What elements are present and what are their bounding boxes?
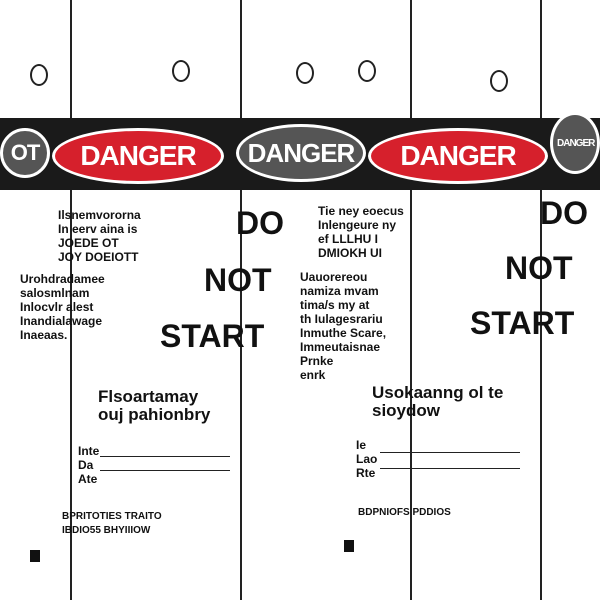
- field-line: [100, 456, 230, 457]
- danger-oval: OT: [0, 128, 50, 178]
- divider: [540, 0, 542, 600]
- field-label: Inte: [78, 444, 100, 458]
- text-line: DMIOKH UI: [318, 246, 382, 260]
- square-mark: [344, 540, 354, 552]
- text-line: Tie ney eoecus: [318, 204, 404, 218]
- danger-oval: DANGER: [550, 112, 600, 174]
- divider: [240, 0, 242, 600]
- not-text: NOT: [204, 262, 272, 298]
- do-text: DO: [540, 195, 588, 231]
- text-line: Immeutaisnae: [300, 340, 381, 354]
- danger-oval: DANGER: [236, 124, 366, 182]
- text-line: Inaeaas.: [20, 328, 68, 342]
- text-line: Inlocvlr alest: [20, 300, 94, 314]
- hole: [490, 70, 508, 92]
- do-text: DO: [236, 205, 284, 241]
- danger-oval: DANGER: [52, 128, 224, 184]
- field-label: Ie: [356, 438, 367, 452]
- text-line: Inmuthe Scare,: [300, 326, 387, 340]
- text-line: tima/s my at: [300, 298, 370, 312]
- field-line: [100, 470, 230, 471]
- text-line: enrk: [300, 368, 326, 382]
- field-line: [380, 468, 520, 469]
- field-label: Lao: [356, 452, 378, 466]
- text-line: BPRITOTIES TRAITO: [62, 511, 162, 522]
- field-label: Rte: [356, 466, 376, 480]
- not-text: NOT: [505, 250, 573, 286]
- text-line: namiza mvam: [300, 284, 379, 298]
- tag-footer: BPRITOTIES TRAITO IBDIO55 BHYIIIOW: [62, 510, 162, 538]
- text-line: IBDIO55 BHYIIIOW: [62, 525, 151, 536]
- tag-caption: Flsoartamay ouj pahionbry: [98, 387, 211, 424]
- field-line: [380, 452, 520, 453]
- field-label: Ate: [78, 472, 98, 486]
- tag-text: Uauorereou namiza mvam tima/s my at th I…: [300, 270, 386, 382]
- tag-footer: BDPNIOFS PDDIOS: [358, 506, 451, 520]
- text-line: JOEDE OT: [58, 236, 119, 250]
- field-label: Da: [78, 458, 94, 472]
- tag-fields: Inte Da Ate: [78, 444, 99, 486]
- hole: [172, 60, 190, 82]
- hole: [30, 64, 48, 86]
- text-line: Inandialawage: [20, 314, 103, 328]
- start-text: START: [160, 318, 265, 354]
- text-line: JOY DOEIOTT: [58, 250, 139, 264]
- text-line: Urohdradamee: [20, 272, 105, 286]
- text-line: BDPNIOFS PDDIOS: [358, 507, 451, 518]
- hole: [358, 60, 376, 82]
- text-line: ef LLLHU I: [318, 232, 378, 246]
- tag-caption: Usokaanng ol te sioydow: [372, 383, 504, 420]
- start-text: START: [470, 305, 575, 341]
- text-line: Inlengeure ny: [318, 218, 397, 232]
- square-mark: [30, 550, 40, 562]
- tag-text: Urohdradamee salosmlnam Inlocvlr alest I…: [20, 272, 105, 342]
- text-line: Uauorereou: [300, 270, 368, 284]
- text-line: salosmlnam: [20, 286, 90, 300]
- divider: [70, 0, 72, 600]
- text-line: th Iulagesrariu: [300, 312, 383, 326]
- text-line: Prnke: [300, 354, 334, 368]
- text-line: Ilsnemvororna: [58, 208, 141, 222]
- tag-text: Tie ney eoecus Inlengeure ny ef LLLHU I …: [318, 204, 404, 260]
- hole: [296, 62, 314, 84]
- divider: [410, 0, 412, 600]
- text-line: In eerv aina is: [58, 222, 138, 236]
- tag-text: Ilsnemvororna In eerv aina is JOEDE OT J…: [58, 208, 141, 264]
- tag-fields: Ie Lao Rte: [356, 438, 377, 480]
- danger-oval: DANGER: [368, 128, 548, 184]
